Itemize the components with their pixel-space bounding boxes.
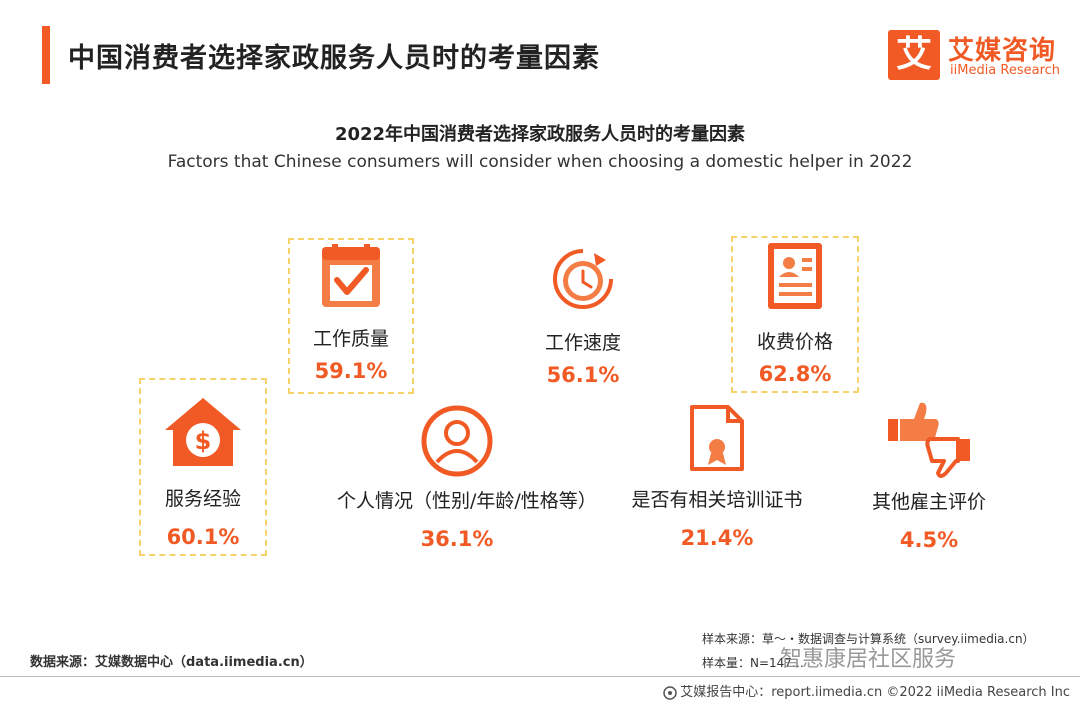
svg-text:$: $ [195, 427, 212, 455]
factor-work-speed: 工作速度 56.1% [463, 246, 703, 387]
factor-label: 个人情况（性别/年龄/性格等） [337, 490, 597, 512]
factor-label: 其他雇主评价 [871, 491, 986, 513]
factor-value: 59.1% [314, 359, 388, 383]
factor-price: 收费价格 62.8% [675, 241, 915, 386]
footer-divider [0, 676, 1080, 677]
sample-size: 样本量：N=147… [702, 656, 804, 670]
factor-value: 36.1% [420, 527, 494, 551]
factor-label: 工作速度 [544, 332, 621, 354]
factor-label: 服务经验 [164, 488, 241, 510]
factor-value: 62.8% [758, 362, 832, 386]
factor-experience: $ 服务经验 60.1% [83, 394, 323, 549]
page-title: 中国消费者选择家政服务人员时的考量因素 [68, 43, 600, 74]
report-center-icon [663, 685, 677, 700]
price-tag-icon [768, 243, 822, 309]
data-source: 数据来源：艾媒数据中心（data.iimedia.cn） [30, 655, 313, 670]
factor-value: 21.4% [680, 526, 754, 550]
factor-label: 是否有相关培训证书 [631, 489, 803, 511]
watermark: 智惠康居社区服务 [780, 647, 957, 672]
factor-value: 60.1% [166, 525, 240, 549]
logo-name-cn: 艾媒咨询 [948, 36, 1057, 66]
factor-label: 收费价格 [756, 331, 833, 353]
highlight-frame-price [731, 236, 859, 393]
factor-work-quality: 工作质量 59.1% [231, 244, 471, 383]
factor-certificate: 是否有相关培训证书 21.4% [597, 403, 837, 550]
thumbs-icon [888, 402, 970, 478]
iimedia-logo: 艾 艾媒咨询 iiMedia Research [888, 30, 1061, 82]
highlight-frame-work-quality [288, 238, 414, 394]
factor-label: 工作质量 [312, 328, 389, 350]
footer-copyright-row: 艾媒报告中心：report.iimedia.cn ©2022 iiMedia R… [663, 681, 1070, 700]
footer-copyright: 艾媒报告中心：report.iimedia.cn ©2022 iiMedia R… [680, 685, 1070, 700]
title-accent-bar [42, 26, 50, 84]
factor-personal: 个人情况（性别/年龄/性格等） 36.1% [337, 404, 597, 551]
person-icon [421, 405, 493, 477]
sample-source: 样本来源：草～・数据调查与计算系统（survey.iimedia.cn） [702, 632, 1035, 646]
chart-subtitle: Factors that Chinese consumers will cons… [167, 152, 913, 172]
highlight-frame-experience [139, 378, 267, 556]
house-dollar-icon: $ [165, 398, 241, 466]
factor-value: 4.5% [899, 528, 959, 552]
factor-employer-review: 其他雇主评价 4.5% [809, 399, 1049, 552]
chart-title: 2022年中国消费者选择家政服务人员时的考量因素 [334, 124, 746, 145]
logo-mark: 艾 [888, 30, 940, 80]
checklist-icon [322, 244, 380, 307]
factor-value: 56.1% [546, 363, 620, 387]
logo-name-en: iiMedia Research [950, 63, 1061, 78]
clock-icon [553, 249, 613, 309]
certificate-icon [690, 405, 744, 471]
